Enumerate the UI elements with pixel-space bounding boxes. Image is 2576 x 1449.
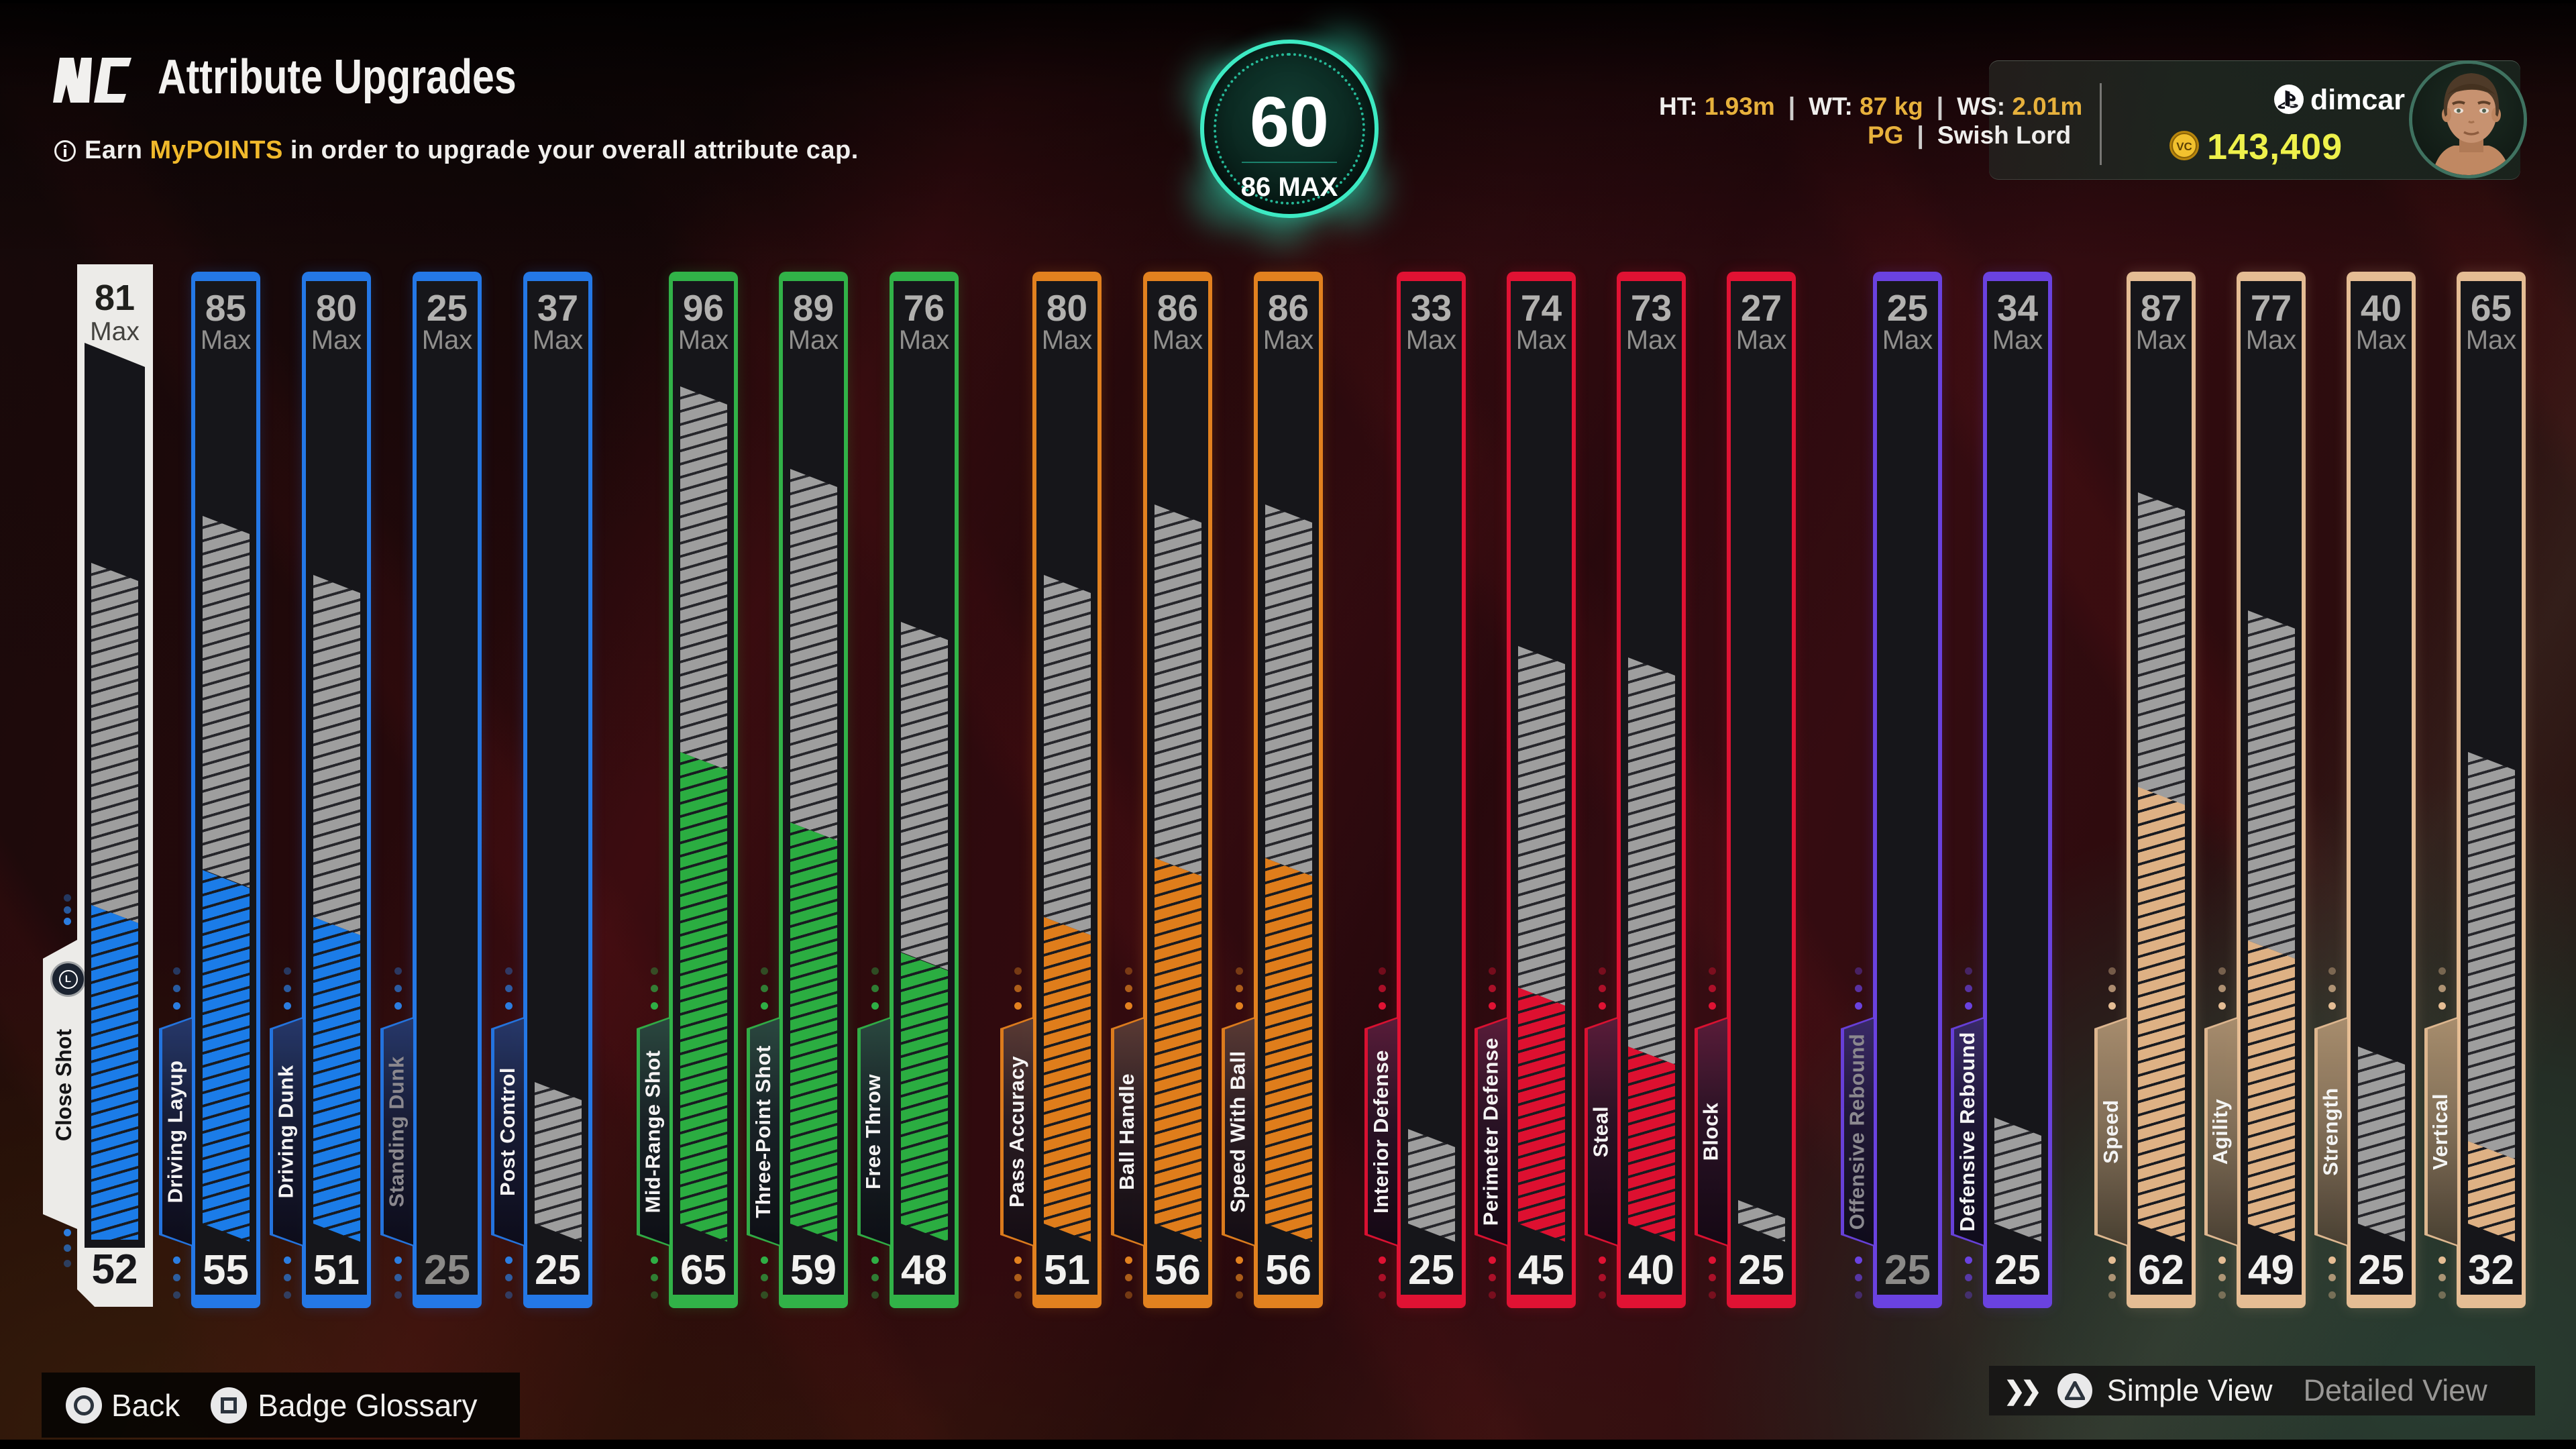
svg-text:VC: VC	[2176, 140, 2192, 153]
